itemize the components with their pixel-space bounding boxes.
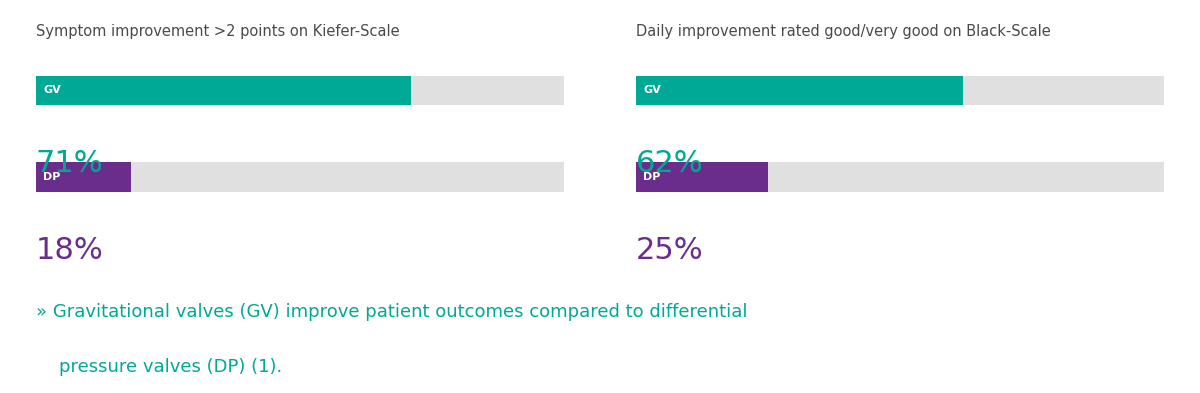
Text: 62%: 62% — [636, 149, 703, 178]
Text: » Gravitational valves (GV) improve patient outcomes compared to differential: » Gravitational valves (GV) improve pati… — [36, 303, 748, 321]
Text: GV: GV — [43, 85, 61, 95]
Text: DP: DP — [43, 172, 60, 182]
Text: Symptom improvement >2 points on Kiefer-Scale: Symptom improvement >2 points on Kiefer-… — [36, 24, 400, 39]
Text: DP: DP — [643, 172, 660, 182]
Text: 25%: 25% — [636, 236, 703, 265]
Text: 18%: 18% — [36, 236, 103, 265]
Bar — [36, 162, 564, 191]
Bar — [36, 162, 131, 191]
Bar — [636, 75, 1164, 105]
Bar — [36, 75, 564, 105]
Text: GV: GV — [643, 85, 661, 95]
Bar — [636, 75, 964, 105]
Bar — [636, 162, 768, 191]
Text: pressure valves (DP) (1).: pressure valves (DP) (1). — [36, 358, 282, 376]
Bar — [36, 75, 410, 105]
Bar — [636, 162, 1164, 191]
Text: 71%: 71% — [36, 149, 103, 178]
Text: Daily improvement rated good/very good on Black-Scale: Daily improvement rated good/very good o… — [636, 24, 1051, 39]
